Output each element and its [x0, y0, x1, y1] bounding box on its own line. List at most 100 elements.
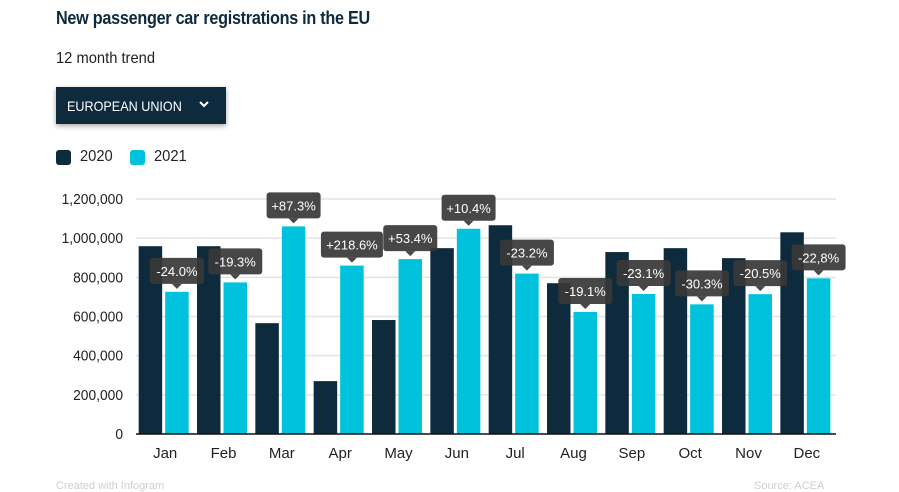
- bar-2021-jul[interactable]: [515, 273, 539, 434]
- annotation-pointer: [580, 303, 591, 309]
- annotation-box: [616, 259, 671, 286]
- y-tick-label: 400,000: [73, 348, 123, 365]
- bar-2020-nov[interactable]: [722, 258, 746, 434]
- legend-label: 2020: [80, 148, 113, 165]
- annotation-label: +87.3%: [271, 198, 316, 213]
- change-annotation: -24.0%: [149, 257, 204, 289]
- bar-2020-apr[interactable]: [313, 381, 338, 434]
- annotation-pointer: [521, 265, 532, 271]
- chart-title: New passenger car registrations in the E…: [56, 8, 370, 28]
- annotation-pointer: [405, 251, 416, 257]
- x-tick-label: Jan: [153, 445, 177, 462]
- change-annotation: +218.6%: [320, 231, 383, 263]
- change-annotation: -19.1%: [558, 277, 613, 309]
- legend-label: 2021: [153, 148, 187, 165]
- bar-2020-jul[interactable]: [488, 225, 513, 434]
- annotation-box: [208, 248, 263, 275]
- x-tick-label: Mar: [269, 445, 295, 462]
- footer-credit: Created with Infogram: [56, 480, 165, 492]
- x-tick-label: Feb: [211, 445, 237, 462]
- annotation-pointer: [230, 274, 241, 280]
- annotation-label: -23.2%: [506, 246, 548, 261]
- x-axis: Jan Feb Mar Apr May Jun Jul Aug Sep Oct Nov Dec: [153, 445, 821, 462]
- bar-2021-jun[interactable]: [456, 228, 481, 434]
- bar-2021-oct[interactable]: [690, 304, 714, 434]
- change-annotations: -24.0% -19.3% +87.3% +218.6% +53.4% +10.4% -23…: [149, 192, 846, 309]
- bar-2020-jun[interactable]: [430, 248, 454, 434]
- change-annotation: -22,8%: [791, 244, 846, 276]
- y-tick-label: 1,000,000: [62, 231, 123, 248]
- change-annotation: -19.3%: [208, 248, 263, 280]
- y-tick-label: 0: [115, 427, 123, 444]
- annotation-box: [499, 239, 554, 266]
- bar-2020-mar[interactable]: [255, 323, 279, 434]
- annotation-pointer: [755, 286, 766, 292]
- annotation-box: [674, 270, 729, 297]
- change-annotation: +53.4%: [383, 225, 438, 257]
- y-tick-label: 800,000: [73, 270, 123, 287]
- region-dropdown-label: EUROPEAN UNION: [67, 97, 182, 114]
- change-annotation: +87.3%: [266, 192, 321, 224]
- x-tick-label: Dec: [793, 445, 820, 462]
- bar-2021-may[interactable]: [398, 259, 423, 434]
- annotation-box: [149, 257, 204, 284]
- bar-2021-aug[interactable]: [573, 311, 598, 434]
- annotation-label: -19.3%: [215, 254, 257, 269]
- annotation-pointer: [463, 220, 474, 226]
- legend-item-2021[interactable]: 2021: [129, 148, 190, 166]
- bar-2020-feb[interactable]: [197, 246, 221, 434]
- annotation-pointer: [288, 218, 299, 224]
- annotation-pointer: [346, 257, 357, 263]
- annotation-label: -24.0%: [156, 264, 198, 279]
- annotation-box: [441, 194, 496, 221]
- x-tick-label: Aug: [560, 445, 587, 462]
- annotation-pointer: [171, 283, 182, 289]
- bar-2021-apr[interactable]: [340, 265, 364, 434]
- bar-2021-sep[interactable]: [631, 293, 656, 434]
- chevron-down-icon: [199, 101, 209, 108]
- y-axis: 0 200,000 400,000 600,000 800,000 1,000,000 1,…: [62, 192, 123, 444]
- bar-2021-feb[interactable]: [223, 282, 248, 434]
- change-annotation: -20.5%: [733, 260, 788, 292]
- footer-source: Source: ACEA: [754, 480, 825, 492]
- x-tick-label: Oct: [678, 445, 702, 462]
- annotation-box: [383, 225, 438, 252]
- annotation-box: [266, 192, 321, 219]
- legend-item-2020[interactable]: 2020: [56, 148, 116, 166]
- annotation-label: +53.4%: [388, 231, 433, 246]
- x-tick-label: Jun: [445, 445, 469, 462]
- chart-subtitle: 12 month trend: [56, 50, 156, 67]
- bar-2021-nov[interactable]: [748, 294, 773, 434]
- annotation-box: [320, 231, 383, 258]
- x-tick-label: May: [384, 445, 413, 462]
- x-tick-label: Apr: [328, 445, 351, 462]
- bar-2021-jan[interactable]: [165, 291, 189, 434]
- bars: [138, 225, 831, 434]
- annotation-label: -19.1%: [565, 284, 607, 299]
- annotation-box: [791, 244, 846, 271]
- bar-2020-may[interactable]: [372, 320, 396, 434]
- x-tick-label: Jul: [506, 445, 525, 462]
- change-annotation: -23.1%: [616, 259, 671, 291]
- bar-2020-aug[interactable]: [547, 283, 571, 434]
- bar-2021-dec[interactable]: [806, 278, 831, 434]
- y-tick-label: 200,000: [73, 387, 123, 404]
- bar-2021-mar[interactable]: [281, 226, 306, 434]
- annotation-label: -20.5%: [740, 266, 782, 281]
- annotation-pointer: [813, 270, 824, 276]
- annotation-label: +10.4%: [446, 201, 491, 216]
- annotation-pointer: [696, 296, 707, 302]
- legend: 2020 2021: [56, 148, 203, 166]
- annotation-pointer: [638, 285, 649, 291]
- legend-swatch-2020: [56, 149, 71, 165]
- change-annotation: -23.2%: [499, 239, 554, 271]
- y-tick-label: 600,000: [73, 309, 123, 326]
- annotation-box: [558, 277, 613, 304]
- annotation-label: -23.1%: [623, 266, 665, 281]
- annotation-label: -22,8%: [798, 250, 840, 265]
- bar-2020-jan[interactable]: [138, 246, 163, 434]
- change-annotation: +10.4%: [441, 194, 496, 226]
- legend-swatch-2021: [129, 149, 145, 165]
- region-dropdown[interactable]: EUROPEAN UNION: [56, 87, 226, 124]
